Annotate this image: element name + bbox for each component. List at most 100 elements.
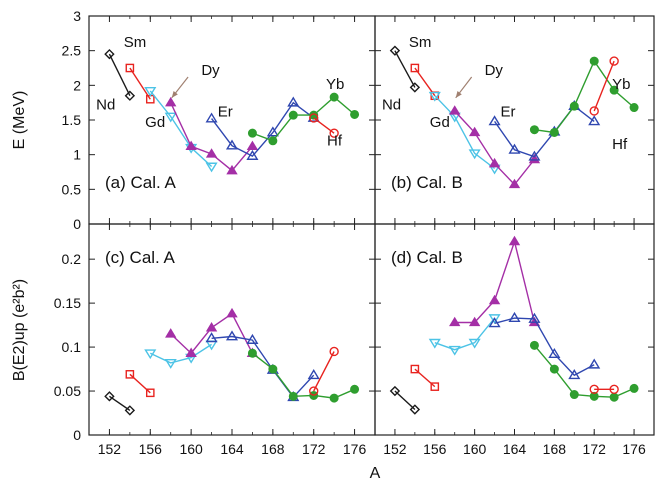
data-point-hf [309,113,319,123]
data-point-sm [145,388,155,398]
series-line-yb [533,344,635,398]
data-point-er [287,96,300,107]
data-point-er [225,330,239,341]
data-point-dy [508,178,521,189]
x-tick-label: 160 [463,441,487,457]
y-tick-label: 0.1 [62,339,82,355]
data-point-gd [468,338,481,349]
data-point-dy [449,316,461,327]
data-point-yb [549,364,559,374]
data-point-er [205,112,218,123]
data-point-er [528,312,541,323]
series-annotation: Er [218,104,233,121]
data-point-nd [124,90,136,101]
data-point-dy [246,140,259,151]
data-point-nd [409,82,421,93]
data-point-hf [589,384,599,394]
data-point-yb [529,340,539,350]
series-line-sm [129,67,151,100]
y-tick-label: 0 [73,216,81,232]
y-tick-label: 1 [73,147,81,163]
data-point-gd [205,162,218,173]
series-line-gd [434,95,496,170]
x-tick-label: 176 [622,441,646,457]
data-point-hf [329,128,339,138]
data-point-dy [165,96,177,107]
data-point-yb [589,391,599,401]
data-point-nd [409,404,421,415]
annotation-arrowhead [455,91,462,98]
data-point-dy [205,148,218,158]
data-point-sm [430,382,440,391]
text-layer: 0 0.5 1 1.5 2 2.5 3 Sm Dy Gd Nd Er Yb Hf (a) Cal. A Sm D… [11,8,646,482]
data-point-er [246,149,259,160]
series-line-hf [593,60,615,112]
data-point-gd [428,338,441,349]
data-point-dy [468,126,481,137]
y-tick-label: 2 [73,77,81,93]
data-point-dy [508,235,521,246]
series-annotation: Nd [382,97,401,114]
series-annotation: Yb [326,76,344,93]
data-point-dy [488,157,501,168]
series-line-nd [394,390,416,411]
data-point-yb [288,110,298,120]
series-annotation: Sm [124,34,147,51]
y-tick-label: 0.15 [54,295,81,311]
data-point-nd [104,391,115,402]
data-point-yb [350,109,360,119]
data-point-yb [609,392,619,402]
data-point-nd [124,405,136,416]
x-tick-label: 156 [423,441,447,457]
y-tick-label: 0.05 [54,383,81,399]
series-line-er [211,335,315,399]
data-point-nd [389,385,401,397]
data-point-sm [125,63,135,73]
series-line-er [494,317,595,377]
series-annotation: Dy [201,62,220,79]
data-point-gd [164,112,177,123]
data-point-dy [226,307,238,318]
data-point-er [508,311,521,322]
y-tick-label: 0 [73,427,81,443]
series-annotation: Dy [485,62,504,79]
series-line-nd [109,395,131,411]
series-annotation: Er [501,104,516,121]
x-tick-label: 172 [583,441,607,457]
data-point-dy [528,153,541,164]
data-point-gd [428,91,441,102]
series-annotation: Yb [612,76,630,93]
data-point-nd [104,48,115,60]
data-point-yb [247,128,257,138]
data-point-hf [589,106,599,116]
data-point-yb [247,348,257,358]
data-point-er [588,115,601,126]
x-tick-label: 176 [343,441,367,457]
data-point-dy [185,347,197,357]
x-tick-label: 164 [220,441,244,457]
panel-label: (a) Cal. A [105,173,177,192]
data-point-er [225,139,239,150]
annotation-arrowhead [171,91,178,98]
data-point-yb [288,391,298,401]
data-point-er [307,369,320,380]
data-point-yb [569,390,579,400]
panel-label: (d) Cal. B [391,248,463,267]
data-point-dy [226,164,238,175]
x-tick-label: 168 [543,441,567,457]
data-point-er [508,143,521,154]
data-layer [104,45,639,416]
data-point-dy [449,105,461,115]
data-point-yb [329,92,339,102]
y-tick-label: 2.5 [62,43,82,59]
data-point-yb [589,56,599,66]
series-annotation: Nd [96,97,115,114]
y-tick-label: 3 [73,8,81,24]
data-point-yb [629,103,639,113]
data-point-yb [549,127,559,137]
data-point-hf [329,346,339,357]
data-point-gd [164,359,177,369]
data-point-hf [609,384,619,394]
data-point-er [246,333,259,344]
